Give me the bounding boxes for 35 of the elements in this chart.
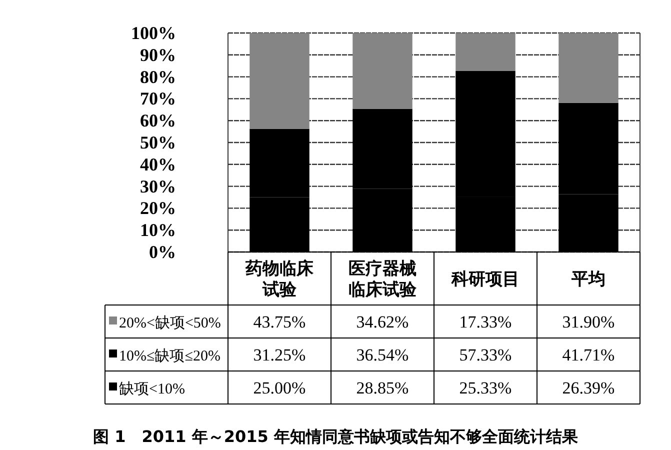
data-label: 41.71%: [562, 346, 615, 364]
bar: [558, 33, 618, 103]
data-label: 31.25%: [253, 346, 306, 364]
x-tick-label: 科研项目: [450, 270, 520, 290]
x-tick-label: 医疗器械临床试验: [348, 259, 418, 300]
data-label: 57.33%: [459, 346, 512, 364]
y-tick-label: 80%: [140, 66, 176, 87]
legend-label: 缺项<10%: [119, 380, 185, 398]
data-label: 31.90%: [562, 312, 615, 332]
data-label: 25.33%: [459, 378, 512, 398]
legend-label: 10%≤缺项≤20%: [119, 348, 220, 364]
y-tick-label: 100%: [131, 23, 176, 43]
bar: [352, 32, 412, 109]
data-label: 25.00%: [253, 378, 306, 398]
y-tick-label: 70%: [140, 88, 176, 109]
y-tick-label: 40%: [140, 154, 176, 174]
y-tick-label: 90%: [140, 44, 176, 65]
y-tick-label: 50%: [140, 132, 176, 152]
y-tick-label: 60%: [140, 110, 176, 131]
legend-label: 20%<缺项<50%: [119, 314, 221, 332]
data-label: 36.54%: [356, 346, 409, 364]
data-label: 34.62%: [356, 312, 409, 332]
x-tick-label: 药物临床试验: [244, 259, 314, 300]
y-tick-label: 30%: [140, 176, 176, 196]
y-tick-label: 0%: [149, 242, 176, 262]
bar: [456, 33, 516, 71]
data-label: 26.39%: [562, 378, 615, 398]
x-tick-label: 平均: [570, 270, 606, 290]
data-label: 28.85%: [356, 378, 409, 398]
text: 图 1 2011 年～2015 年知情同意书缺项或告知不够全面统计结果: [93, 427, 579, 446]
y-tick-label: 10%: [140, 220, 176, 240]
bar: [250, 33, 310, 129]
y-tick-label: 20%: [140, 198, 176, 218]
data-label: 43.75%: [253, 312, 306, 332]
data-label: 17.33%: [459, 312, 512, 332]
